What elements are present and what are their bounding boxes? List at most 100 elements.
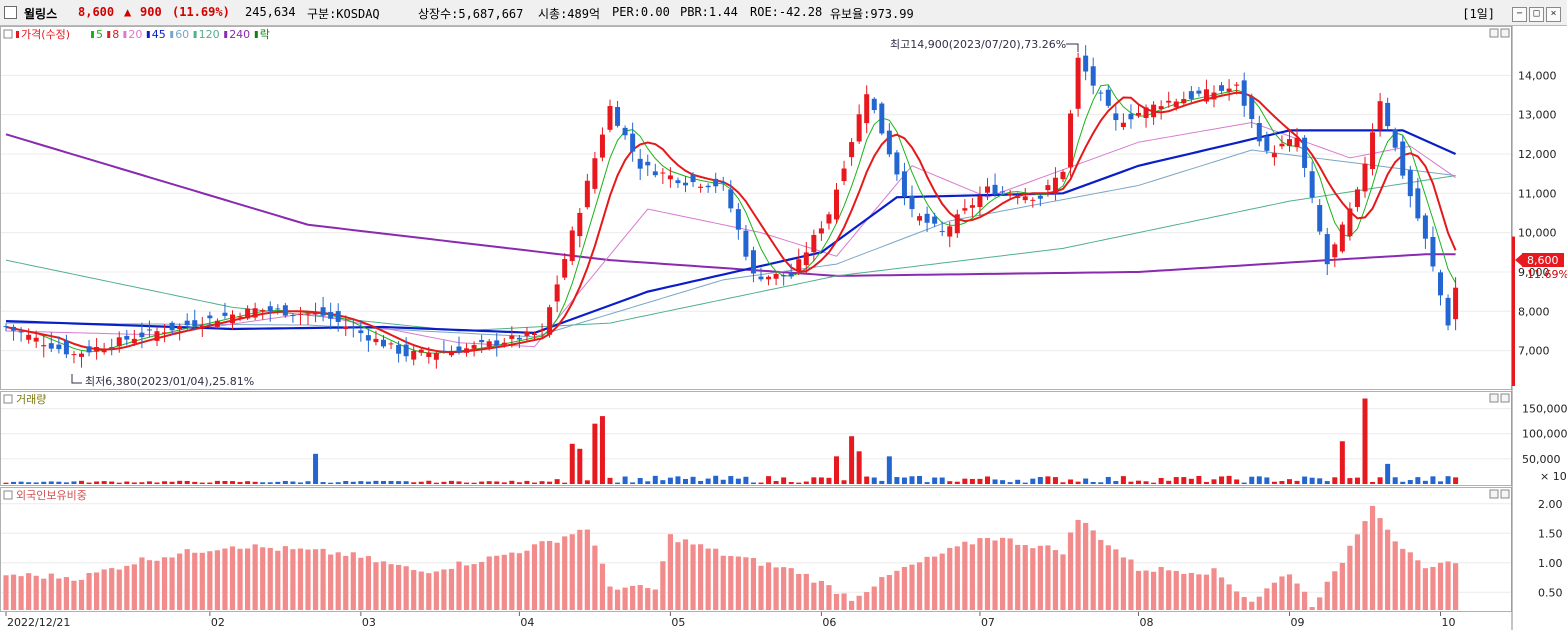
close-icon[interactable]: × [1546,7,1561,22]
foreign-ratio-bar [1369,505,1376,610]
volume-bar [131,482,137,484]
volume-bar [637,478,643,484]
volume-bar [849,436,855,484]
volume-bar [894,477,900,484]
foreign-ratio-bar [94,572,100,610]
candle-body [743,230,749,257]
foreign-ratio-bar [1377,518,1383,610]
candle-body [1143,107,1149,119]
legend-swatch [146,31,150,38]
foreign-ratio-bar [531,544,538,610]
volume-bar [1377,477,1383,484]
candle-body [1052,177,1058,194]
candle-body [1354,189,1360,207]
candle-body [1264,136,1270,151]
volume-bar [252,481,258,484]
volume-bar [320,482,326,484]
foreign-ratio-bar [1007,538,1013,610]
candle-body [328,312,334,319]
foreign-ratio-bar [524,550,530,610]
volume-bar [1400,481,1406,484]
period-selector[interactable]: [1일] [1462,7,1495,21]
foreign-ratio-bar [1302,591,1308,610]
foreign-ratio-bar [735,556,741,610]
foreign-pane-min-icon[interactable] [1489,489,1499,499]
candle-body [1400,141,1406,176]
foreign-ratio-bar [365,556,371,610]
candle-body [237,316,243,318]
foreign-ratio-bar [607,586,613,610]
candle-body [1430,236,1436,267]
foreign-ratio-bar [788,568,794,610]
foreign-ratio-bar [1052,550,1059,610]
candle-body [1241,80,1247,106]
x-tick-label: 06 [822,616,836,629]
price-pane-min-icon[interactable] [1489,28,1499,38]
foreign-ratio-bar [1241,597,1247,610]
volume-legend: 거래량 [3,393,46,406]
volume-bar [1347,478,1353,484]
candle-body [101,348,107,353]
volume-bar [720,479,726,484]
foreign-ratio-bar [750,558,757,610]
foreign-ratio-bar [26,573,32,610]
foreign-ratio-bar [1181,573,1187,610]
candle-body [396,344,402,354]
volume-bar [728,476,734,484]
maximize-icon[interactable]: □ [1529,7,1544,22]
volume-bar [698,480,704,484]
foreign-ratio-bar [690,544,696,610]
candle-body [1415,188,1421,219]
price-pane-close-icon[interactable] [1500,28,1510,38]
foreign-ratio-bar [109,568,115,610]
select-checkbox[interactable] [4,6,17,19]
foreign-ratio-bar [1143,570,1149,610]
volume-bar [56,481,62,484]
candle-body [675,180,681,184]
volume-bar [313,453,319,484]
candle-body [94,347,100,352]
volume-pane-close-icon[interactable] [1500,393,1510,403]
ma240-line [5,133,1456,277]
volume-bar [33,482,39,484]
candle-body [1196,90,1202,94]
foreign-ratio-bar [516,553,522,610]
pane-buttons [1489,28,1510,499]
volume-pane-min-icon[interactable] [1489,393,1499,403]
volume-bar [630,482,636,484]
volume-bar [245,481,251,484]
candle-body [1309,171,1315,198]
volume-bar [169,481,175,484]
candle-body [562,259,568,278]
volume-bar [1052,477,1058,484]
foreign-ratio-bar [426,573,432,610]
candle-body [1173,101,1179,108]
stock-chart[interactable]: 7,000 8,000 9,000 10,000 11,000 12,000 13,000 1… [0,26,1567,630]
foreign-ratio-bar [705,548,711,610]
candle-body [275,308,281,310]
volume-bar [1136,480,1141,484]
candle-body [335,311,341,322]
foreign-ratio-bar [728,556,734,610]
foreign-ratio-bar [879,577,885,610]
candle-body [411,350,417,360]
candle-body [1234,84,1240,86]
foreign-pane-close-icon[interactable] [1500,489,1510,499]
candle-body [214,320,220,327]
foreign-ratio-bar [169,557,175,610]
foreign-ratio-bar [667,534,673,610]
candle-body [56,344,62,350]
foreign-ratio-bar [947,547,953,610]
volume-bar [1256,476,1262,484]
volume-bar [1279,481,1285,484]
foreign-ratio-bar [1120,557,1126,610]
price-tick-label: 10,000 [1518,227,1557,240]
volume-bar [448,480,454,484]
foreign-ratio-bar [1090,530,1096,610]
foreign-ratio-bar [335,552,341,610]
legend-checkbox[interactable] [3,29,13,39]
x-tick-label: 03 [362,616,376,629]
volume-bar [1098,482,1104,484]
minimize-icon[interactable]: − [1512,7,1527,22]
candle-body [418,349,424,353]
